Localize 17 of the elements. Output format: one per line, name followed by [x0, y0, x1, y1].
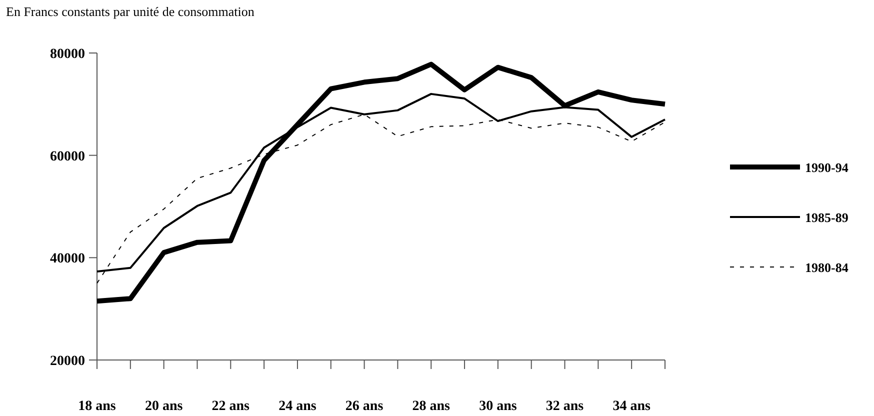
- x-tick-label: 18 ans: [78, 399, 116, 414]
- y-tick-label: 40000: [50, 252, 85, 267]
- x-tick-label: 20 ans: [144, 399, 184, 414]
- x-tick-label: 26 ans: [345, 399, 384, 414]
- y-tick-label: 60000: [50, 149, 85, 164]
- x-tick-label: 30 ans: [479, 399, 518, 414]
- x-tick-label: 34 ans: [612, 399, 652, 414]
- y-tick-label: 20000: [50, 354, 85, 369]
- x-tick-label: 24 ans: [278, 399, 317, 414]
- x-tick-label: 28 ans: [412, 399, 451, 414]
- text: 1980-84: [805, 260, 849, 275]
- text: 1990-94: [805, 160, 849, 175]
- text: 1985-89: [805, 210, 849, 225]
- x-tick-label: 32 ans: [546, 399, 584, 414]
- chart-title: En Francs constants par unité de consommation: [6, 4, 255, 19]
- x-tick-label: 22 ans: [212, 399, 250, 414]
- y-tick-label: 80000: [50, 47, 85, 62]
